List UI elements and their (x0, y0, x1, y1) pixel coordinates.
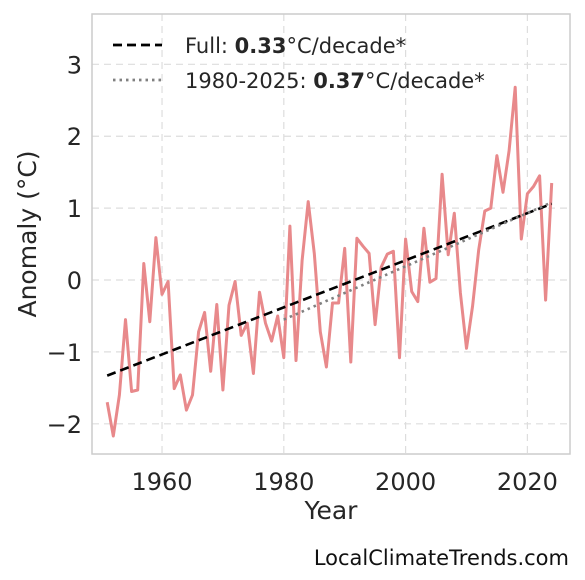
x-tick-label: 2000 (375, 468, 436, 496)
legend-suffix: °C/decade* (287, 34, 407, 58)
legend-entry: 1980-2025: 0.37°C/decade* (185, 69, 485, 93)
legend-suffix: °C/decade* (365, 69, 485, 93)
x-axis-label: Year (304, 496, 359, 525)
anomaly-series-line (105, 85, 554, 438)
x-tick-label: 2020 (497, 468, 558, 496)
y-axis-label: Anomaly (°C) (13, 150, 42, 317)
y-tick-label: 1 (67, 195, 82, 223)
legend-prefix: 1980-2025: (185, 69, 313, 93)
y-tick-labels: −2 −1 0 1 2 3 (47, 51, 82, 438)
legend-value: 0.37 (313, 69, 365, 93)
x-tick-label: 1980 (253, 468, 314, 496)
y-tick-label: −2 (47, 411, 82, 439)
legend-value: 0.33 (235, 34, 287, 58)
y-tick-label: 2 (67, 123, 82, 151)
y-tick-label: 3 (67, 51, 82, 79)
grid (92, 14, 570, 454)
legend-prefix: Full: (185, 34, 235, 58)
plot-background (92, 14, 570, 454)
y-tick-label: 0 (67, 267, 82, 295)
legend: Full: 0.33°C/decade*1980-2025: 0.37°C/de… (113, 34, 485, 93)
credit-text: LocalClimateTrends.com (313, 546, 569, 570)
series-layer (105, 85, 554, 438)
plot-frame (91, 13, 571, 455)
y-tick-label: −1 (47, 339, 82, 367)
full-trend-line (106, 202, 553, 377)
x-tick-label: 1960 (131, 468, 192, 496)
x-tick-labels: 1960 1980 2000 2020 (131, 468, 557, 496)
legend-entry: Full: 0.33°C/decade* (185, 34, 406, 58)
